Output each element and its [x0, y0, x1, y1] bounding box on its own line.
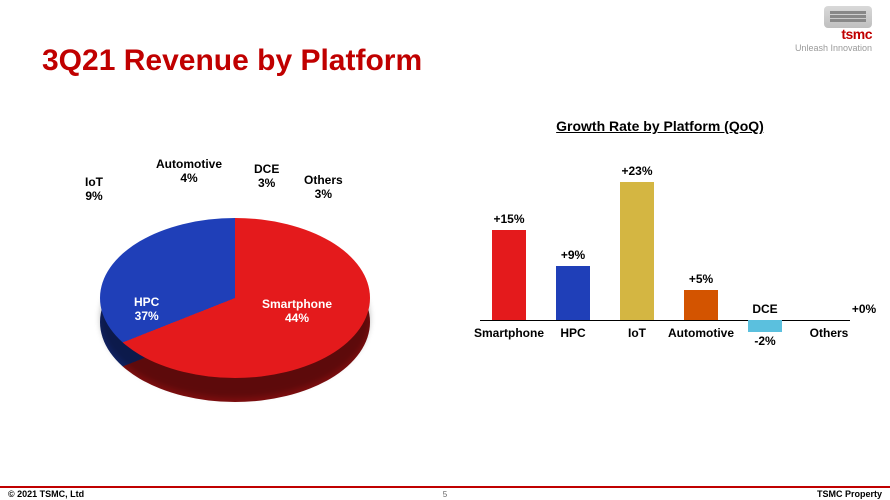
- slide-footer: © 2021 TSMC, Ltd 5 TSMC Property: [0, 486, 890, 500]
- pie-label-automotive: Automotive4%: [156, 158, 222, 186]
- bar-rect: [684, 290, 718, 320]
- logo-tagline: Unleash Innovation: [795, 43, 872, 53]
- bar-rect: [620, 182, 654, 320]
- bar-category-label: Others: [793, 326, 865, 340]
- footer-property: TSMC Property: [817, 489, 882, 499]
- revenue-pie-chart: IoT9% Automotive4% DCE3% Others3% Smartp…: [60, 160, 420, 430]
- bar-category-label: Automotive: [665, 326, 737, 340]
- bar-chart-title: Growth Rate by Platform (QoQ): [460, 118, 860, 134]
- bar-value-label: -2%: [735, 334, 795, 348]
- bar-rect: [556, 266, 590, 320]
- page-title: 3Q21 Revenue by Platform: [42, 44, 422, 78]
- bar-value-label: +9%: [543, 248, 603, 262]
- bar-value-label: +23%: [607, 164, 667, 178]
- footer-page: 5: [443, 490, 447, 499]
- logo-brand: tsmc: [795, 26, 872, 42]
- bar-rect: [748, 320, 782, 332]
- wafer-icon: [824, 6, 872, 28]
- tsmc-logo: tsmc Unleash Innovation: [795, 6, 872, 53]
- pie-area: Smartphone44% HPC37%: [100, 218, 370, 408]
- bar-category-label: IoT: [601, 326, 673, 340]
- bar-category-label: Smartphone: [473, 326, 545, 340]
- bar-category-label: DCE: [729, 302, 801, 316]
- pie-label-iot: IoT9%: [85, 176, 103, 204]
- pie-label-others: Others3%: [304, 174, 343, 202]
- bar-value-label: +15%: [479, 212, 539, 226]
- bar-chart-area: +15%Smartphone+9%HPC+23%IoT+5%Automotive…: [470, 170, 850, 370]
- pie-label-dce: DCE3%: [254, 163, 279, 191]
- pie-label-hpc: HPC37%: [134, 296, 159, 324]
- slide: 3Q21 Revenue by Platform tsmc Unleash In…: [0, 0, 890, 500]
- bar-value-label: +5%: [671, 272, 731, 286]
- bar-value-label: +0%: [834, 302, 890, 316]
- bar-axis: [480, 320, 850, 321]
- footer-copyright: © 2021 TSMC, Ltd: [8, 489, 84, 499]
- bar-rect: [492, 230, 526, 320]
- pie-label-smartphone: Smartphone44%: [262, 298, 332, 326]
- bar-category-label: HPC: [537, 326, 609, 340]
- growth-bar-chart: Growth Rate by Platform (QoQ) +15% Smartp…: [460, 118, 860, 408]
